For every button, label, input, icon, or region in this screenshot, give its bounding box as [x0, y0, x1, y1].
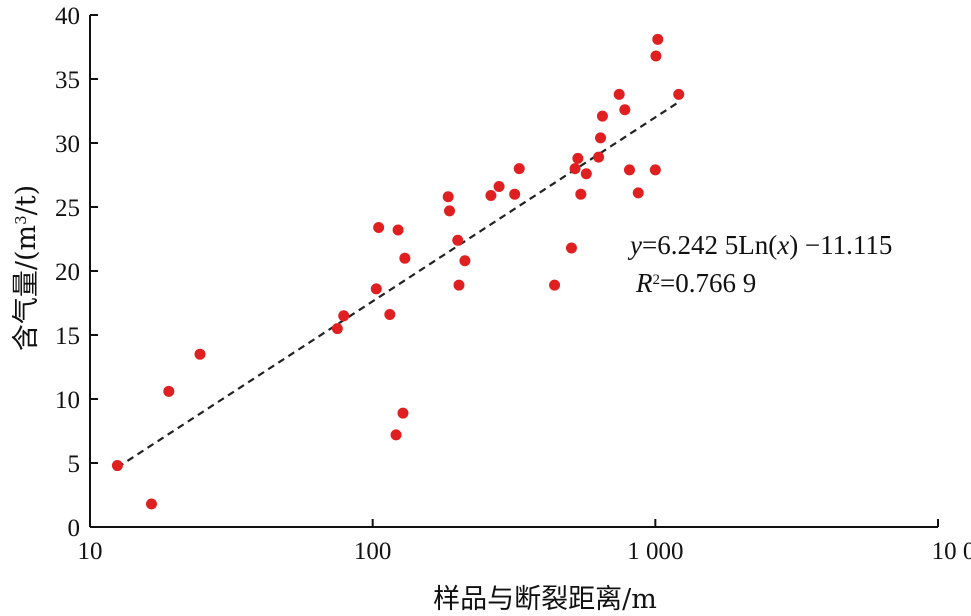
- y-axis-title-tail: /t): [11, 185, 42, 215]
- data-point: [580, 168, 592, 180]
- equation-x-var: x: [776, 230, 789, 260]
- data-point: [493, 181, 505, 193]
- data-point: [453, 279, 465, 291]
- r-squared-var: R: [635, 268, 653, 298]
- data-point: [485, 189, 497, 201]
- data-point: [194, 348, 206, 360]
- data-point: [619, 104, 631, 116]
- data-point: [650, 50, 662, 62]
- y-tick-label: 25: [55, 195, 80, 222]
- data-point: [613, 88, 625, 100]
- data-point: [163, 385, 175, 397]
- data-point: [399, 252, 411, 264]
- x-tick-label: 10: [78, 538, 103, 565]
- data-point: [632, 187, 644, 199]
- r-squared-superscript: 2: [653, 272, 661, 288]
- data-point: [593, 151, 605, 163]
- data-point: [338, 310, 350, 322]
- data-point: [111, 460, 123, 472]
- data-point: [569, 163, 581, 175]
- y-tick-label: 40: [55, 3, 80, 30]
- data-point: [384, 309, 396, 321]
- data-point: [397, 407, 409, 419]
- data-point: [370, 283, 382, 295]
- y-axis-ticks: 0 5 10 15 20 25 30 35 40: [55, 3, 98, 542]
- y-axis-title-main: 含气量/(m: [11, 225, 42, 351]
- x-axis-ticks: 10 100 1 000 10 000: [78, 519, 971, 565]
- data-point: [575, 188, 587, 200]
- data-point: [652, 33, 664, 45]
- regression-equation: y=6.242 5Ln(x) −11.115: [627, 230, 892, 260]
- data-point: [331, 323, 343, 335]
- data-point: [572, 152, 584, 164]
- data-point: [513, 163, 525, 175]
- x-axis-title: 样品与断裂距离/m: [433, 584, 657, 615]
- data-point: [452, 234, 464, 246]
- data-point: [145, 498, 157, 510]
- x-tick-label: 100: [354, 538, 392, 565]
- r-squared-label: R2=0.766 9: [635, 268, 756, 298]
- data-point: [459, 255, 471, 267]
- data-points: [111, 33, 685, 510]
- y-tick-label: 35: [55, 67, 80, 94]
- y-tick-label: 20: [55, 259, 80, 286]
- data-point: [373, 221, 385, 233]
- trendline: [116, 101, 680, 469]
- y-axis-title: 含气量/(m3/t): [11, 185, 42, 351]
- data-point: [649, 164, 661, 176]
- data-point: [392, 224, 404, 236]
- x-tick-label: 1 000: [627, 538, 683, 565]
- equation-y-var: y: [627, 230, 642, 260]
- data-point: [444, 205, 456, 217]
- r-squared-value: =0.766 9: [660, 268, 756, 298]
- data-point: [390, 429, 402, 441]
- data-point: [595, 132, 607, 144]
- data-point: [565, 242, 577, 254]
- data-point: [442, 191, 454, 203]
- y-axis-title-superscript: 3: [12, 215, 30, 225]
- data-point: [673, 88, 685, 100]
- y-tick-label: 0: [68, 515, 81, 542]
- data-point: [596, 110, 608, 122]
- y-tick-label: 5: [68, 451, 81, 478]
- y-tick-label: 30: [55, 131, 80, 158]
- equation-tail: ) −11.115: [789, 230, 892, 260]
- data-point: [509, 188, 521, 200]
- data-point: [549, 279, 561, 291]
- x-tick-label: 10 000: [932, 538, 971, 565]
- y-tick-label: 10: [55, 387, 80, 414]
- data-point: [623, 164, 635, 176]
- y-tick-label: 15: [55, 323, 80, 350]
- equation-mid: =6.242 5Ln(: [642, 230, 777, 260]
